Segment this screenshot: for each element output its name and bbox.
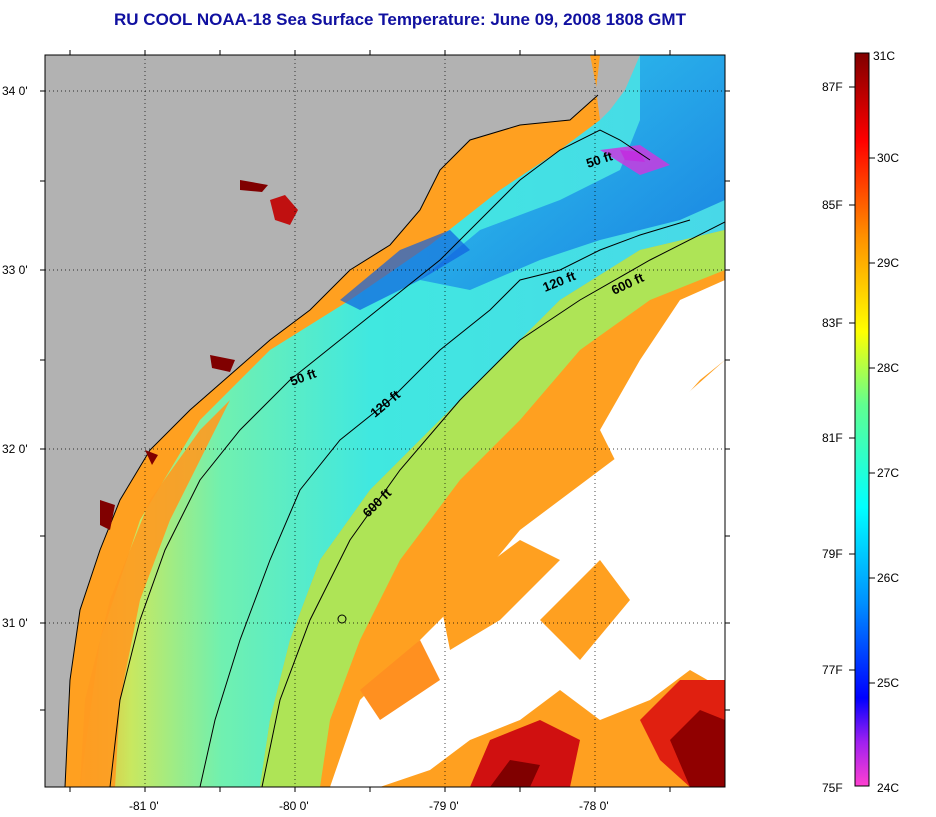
lat-label: 34 0' (2, 84, 28, 98)
coastline (64, 94, 599, 787)
isobath-50ft (109, 129, 651, 787)
land-mass (45, 55, 598, 787)
isobath-120ft (199, 219, 691, 787)
lat-label: 31 0' (2, 616, 28, 630)
lon-label: -79 0' (429, 799, 459, 813)
map-title: RU COOL NOAA-18 Sea Surface Temperature:… (114, 10, 686, 29)
lon-label: -80 0' (279, 799, 309, 813)
graticule (45, 55, 725, 787)
lon-label: -81 0' (129, 799, 159, 813)
lat-label: 33 0' (2, 263, 28, 277)
map-frame (44, 54, 726, 788)
lat-label: 32 0' (2, 442, 28, 456)
lon-label: -78 0' (579, 799, 609, 813)
